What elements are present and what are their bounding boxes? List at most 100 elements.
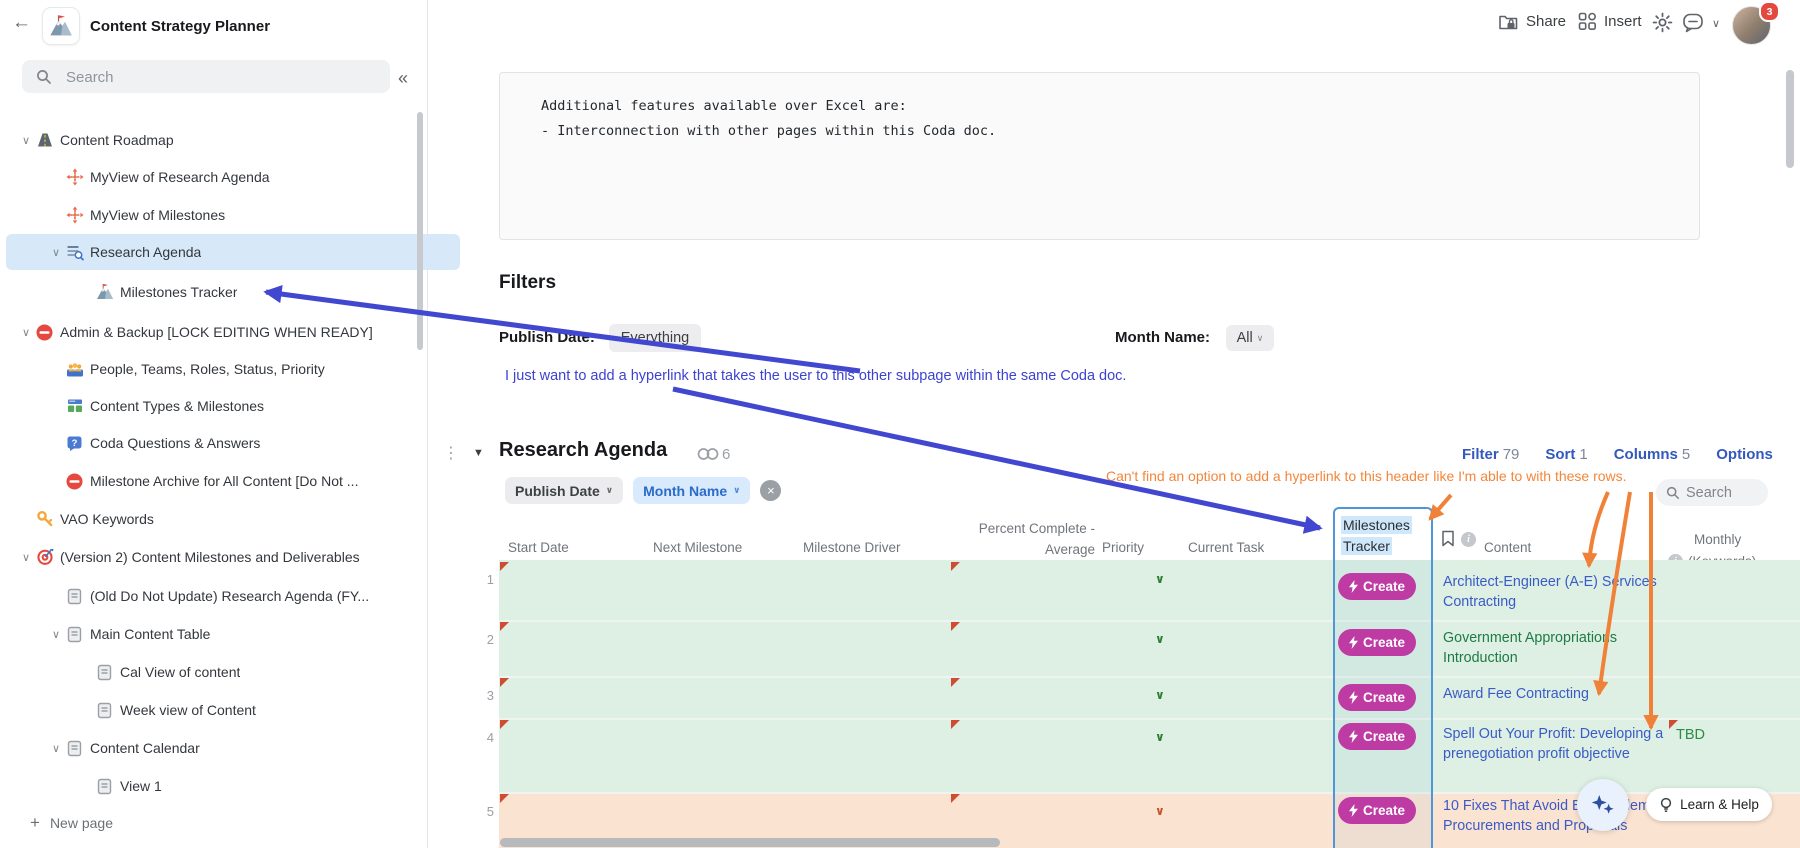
priority-dropdown-icon[interactable]: ∨ (1155, 572, 1165, 586)
filter-chip-publish-date[interactable]: Publish Date ∨ (505, 477, 624, 504)
clear-filters-icon[interactable]: × (760, 480, 782, 501)
priority-dropdown-icon[interactable]: ∨ (1155, 632, 1165, 646)
sidebar-item-vao-keywords[interactable]: VAO Keywords (6, 501, 430, 537)
avatar[interactable] (1732, 6, 1771, 45)
content-link[interactable]: Spell Out Your Profit: Developing a pren… (1443, 726, 1664, 762)
sidebar-item-content-calendar[interactable]: ∨ Content Calendar (6, 730, 460, 766)
sidebar-search[interactable] (22, 60, 390, 93)
create-button[interactable]: Create (1338, 723, 1416, 750)
table-control-sort[interactable]: Sort 1 (1545, 446, 1588, 463)
create-button[interactable]: Create (1338, 797, 1416, 824)
ai-assistant-button[interactable] (1577, 779, 1629, 831)
insert-button[interactable]: Insert (1578, 12, 1642, 31)
bolt-icon (1348, 804, 1358, 817)
publish-date-filter[interactable]: Everything (609, 324, 701, 352)
sidebar-item-cal-view-of-content[interactable]: Cal View of content (6, 654, 490, 690)
column-header-priority[interactable]: Priority (1102, 540, 1145, 555)
row-number: 2 (486, 632, 494, 647)
vertical-scrollbar[interactable] (1786, 70, 1794, 168)
no-entry-icon (66, 473, 90, 490)
sidebar-item-research-agenda[interactable]: ∨ Research Agenda (6, 234, 460, 270)
chevron-down-icon[interactable]: ∨ (51, 246, 61, 259)
month-name-filter[interactable]: All ∨ (1226, 325, 1274, 351)
create-button[interactable]: Create (1338, 629, 1416, 656)
chevron-down-icon[interactable]: ∨ (51, 742, 61, 755)
priority-dropdown-icon[interactable]: ∨ (1155, 730, 1165, 744)
column-header-percent-complete[interactable]: Percent Complete - Average (978, 521, 1095, 557)
page-icon (66, 626, 90, 643)
chevron-down-icon[interactable]: ∨ (21, 134, 31, 147)
horizontal-scrollbar[interactable] (500, 838, 1000, 847)
create-button[interactable]: Create (1338, 684, 1416, 711)
create-button[interactable]: Create (1338, 573, 1416, 600)
column-header-current-task[interactable]: Current Task (1188, 540, 1265, 555)
sidebar-item-milestones-tracker[interactable]: Milestones Tracker (6, 274, 490, 310)
comment-flag-icon (500, 794, 509, 803)
sidebar-scrollbar[interactable] (417, 112, 423, 350)
learn-help-button[interactable]: Learn & Help (1646, 788, 1772, 821)
filter-chips: Publish Date ∨ Month Name ∨ × (505, 477, 782, 504)
sidebar-item-content-roadmap[interactable]: ∨ Content Roadmap (6, 122, 430, 158)
chevron-down-icon[interactable]: ∨ (21, 326, 31, 339)
info-icon[interactable]: i (1461, 532, 1476, 547)
column-header-next-milestone[interactable]: Next Milestone (653, 540, 743, 555)
table-row[interactable] (499, 620, 1800, 676)
share-button[interactable]: Share (1498, 12, 1566, 31)
code-line-2: - Interconnection with other pages withi… (541, 123, 997, 139)
content-link[interactable]: Government Appropriations Introduction (1443, 630, 1618, 666)
comment-flag-icon (951, 720, 960, 729)
sidebar-item-content-types-milestones[interactable]: Content Types & Milestones (6, 388, 460, 424)
sidebar-item-old-do-not-update-research-agenda-fy[interactable]: (Old Do Not Update) Research Agenda (FY.… (6, 578, 460, 614)
insert-label: Insert (1604, 13, 1642, 30)
table-search-button[interactable]: Search (1656, 479, 1768, 506)
row-number: 4 (486, 730, 494, 745)
collapse-table-icon[interactable]: ▼ (473, 447, 484, 459)
priority-dropdown-icon[interactable]: ∨ (1155, 804, 1165, 818)
sidebar-item-people-teams-roles-status-priority[interactable]: People, Teams, Roles, Status, Priority (6, 351, 460, 387)
new-page-button[interactable]: + New page (30, 813, 113, 833)
sidebar-item-label: View 1 (120, 778, 162, 794)
column-header-milestone-driver[interactable]: Milestone Driver (803, 540, 901, 555)
sidebar-item-label: Content Types & Milestones (90, 398, 265, 414)
sidebar-item-version-2-content-milestones-and-deliver[interactable]: ∨ (Version 2) Content Milestones and Deli… (6, 539, 430, 575)
monthly-keywords-value[interactable]: TBD (1676, 727, 1705, 743)
chevron-down-icon[interactable]: ∨ (51, 628, 61, 641)
sidebar-item-week-view-of-content[interactable]: Week view of Content (6, 692, 490, 728)
comment-flag-icon (500, 622, 509, 631)
sidebar-item-myview-of-research-agenda[interactable]: MyView of Research Agenda (6, 159, 460, 195)
table-control-columns[interactable]: Columns 5 (1613, 446, 1691, 463)
back-icon[interactable]: ← (12, 12, 31, 33)
no-entry-icon (36, 324, 60, 341)
sidebar-item-milestone-archive-for-all-content-do-not[interactable]: Milestone Archive for All Content [Do No… (6, 463, 460, 499)
link-count[interactable]: 6 (722, 446, 731, 463)
sidebar-item-view-1[interactable]: View 1 (6, 768, 490, 804)
table-control-options[interactable]: Options (1716, 446, 1773, 463)
column-header-milestones-tracker[interactable]: Milestones Tracker (1333, 507, 1433, 560)
priority-dropdown-icon[interactable]: ∨ (1155, 688, 1165, 702)
sidebar-item-myview-of-milestones[interactable]: MyView of Milestones (6, 197, 460, 233)
table-row[interactable] (499, 560, 1800, 620)
table-menu-icon[interactable]: ⋮ (443, 445, 459, 462)
content-link[interactable]: Architect-Engineer (A-E) Services Contra… (1443, 574, 1657, 610)
column-header-content[interactable]: Content (1484, 540, 1532, 555)
bolt-icon (1348, 580, 1358, 593)
content-link[interactable]: Award Fee Contracting (1443, 686, 1589, 702)
people-icon (66, 360, 90, 378)
sidebar-item-coda-questions-answers[interactable]: ? Coda Questions & Answers (6, 425, 460, 461)
bookmark-icon[interactable] (1441, 530, 1455, 552)
collapse-sidebar-icon[interactable]: « (398, 68, 409, 88)
table-control-filter[interactable]: Filter 79 (1462, 446, 1520, 463)
comments-button[interactable]: ∨ (1682, 12, 1720, 34)
svg-text:?: ? (72, 438, 78, 449)
sidebar-item-main-content-table[interactable]: ∨ Main Content Table (6, 616, 460, 652)
filter-chip-month-name[interactable]: Month Name ∨ (633, 477, 751, 504)
column-header-monthly-line1[interactable]: Monthly (1694, 532, 1742, 547)
chevron-down-icon[interactable]: ∨ (21, 551, 31, 564)
content-link[interactable]: 10 Fixes That Avoid Big Problems in Proc… (1443, 798, 1673, 834)
sidebar-item-admin-backup-lock-editing-when-ready[interactable]: ∨ Admin & Backup [LOCK EDITING WHEN READY… (6, 314, 430, 350)
table-row[interactable] (499, 676, 1800, 718)
settings-button[interactable] (1652, 12, 1673, 33)
table-row[interactable] (499, 718, 1800, 792)
search-input[interactable] (64, 65, 368, 89)
column-header-start-date[interactable]: Start Date (508, 540, 569, 555)
